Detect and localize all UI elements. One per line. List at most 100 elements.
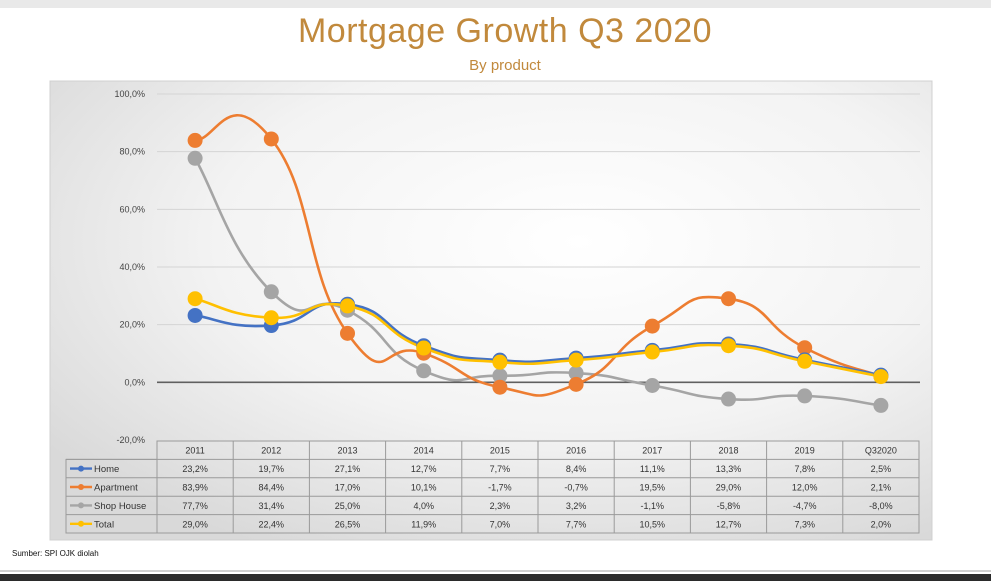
data-label: 29,0% bbox=[716, 483, 742, 493]
data-label: 31,4% bbox=[259, 501, 285, 511]
data-label: -1,1% bbox=[641, 501, 665, 511]
data-point-shop-house bbox=[873, 397, 889, 413]
data-point-total bbox=[797, 353, 813, 369]
legend-marker-apartment bbox=[78, 484, 84, 490]
x-category-label: 2013 bbox=[337, 446, 357, 456]
data-label: 83,9% bbox=[182, 483, 208, 493]
data-label: -4,7% bbox=[793, 501, 817, 511]
data-label: 12,0% bbox=[792, 483, 818, 493]
data-label: 2,5% bbox=[871, 464, 892, 474]
data-point-shop-house bbox=[492, 368, 508, 384]
chart-title: Mortgage Growth Q3 2020 bbox=[297, 12, 713, 50]
data-label: 19,7% bbox=[259, 464, 285, 474]
data-point-shop-house bbox=[644, 378, 660, 394]
data-label: 77,7% bbox=[182, 501, 208, 511]
data-point-total bbox=[568, 352, 584, 368]
y-tick-label: 20,0% bbox=[119, 320, 145, 330]
data-point-shop-house bbox=[721, 391, 736, 407]
data-label: 29,0% bbox=[182, 519, 208, 529]
data-point-total bbox=[416, 340, 432, 356]
data-label: -5,8% bbox=[717, 501, 741, 511]
data-label: 4,0% bbox=[413, 501, 434, 511]
bottom-line bbox=[0, 570, 991, 572]
data-point-apartment bbox=[340, 325, 355, 341]
data-label: 26,5% bbox=[335, 519, 361, 529]
x-category-label: 2018 bbox=[718, 446, 738, 456]
data-label: 8,4% bbox=[566, 464, 587, 474]
data-point-apartment bbox=[492, 379, 508, 395]
data-label: 13,3% bbox=[716, 464, 742, 474]
data-label: 27,1% bbox=[335, 464, 361, 474]
data-label: 12,7% bbox=[716, 519, 742, 529]
data-label: 7,7% bbox=[566, 519, 587, 529]
chart-subtitle: By product bbox=[469, 57, 541, 74]
data-label: 10,1% bbox=[411, 483, 437, 493]
data-label: 22,4% bbox=[259, 519, 285, 529]
y-tick-label: 0,0% bbox=[124, 377, 145, 387]
data-label: 23,2% bbox=[182, 464, 208, 474]
data-label: 7,7% bbox=[490, 464, 511, 474]
data-label: 2,1% bbox=[871, 483, 892, 493]
x-category-label: 2019 bbox=[795, 446, 815, 456]
y-tick-label: 100,0% bbox=[114, 89, 145, 99]
x-category-label: Q32020 bbox=[865, 446, 897, 456]
data-point-shop-house bbox=[797, 388, 813, 404]
data-label: 10,5% bbox=[640, 519, 666, 529]
series-markers bbox=[187, 131, 889, 413]
y-tick-label: 80,0% bbox=[119, 147, 145, 157]
data-point-apartment bbox=[187, 132, 203, 148]
x-category-label: 2011 bbox=[185, 446, 204, 456]
data-label: 12,7% bbox=[411, 464, 437, 474]
x-category-label: 2017 bbox=[642, 446, 662, 456]
series-line-total bbox=[193, 297, 883, 378]
data-point-total bbox=[340, 298, 355, 314]
data-point-apartment bbox=[797, 340, 813, 356]
data-label: 3,2% bbox=[566, 501, 587, 511]
y-tick-label: 40,0% bbox=[119, 262, 145, 272]
data-table: 2011 2012 2013 2014 2015 2016 2017 2018 2019 Q320… bbox=[65, 440, 920, 534]
y-axis-tick-labels: -20,0% 0,0% 20,0% 40,0% 60,0% 80,0% 100,0% bbox=[114, 89, 145, 445]
data-point-apartment bbox=[568, 376, 584, 392]
data-point-total bbox=[187, 291, 203, 307]
data-label: 11,9% bbox=[411, 519, 436, 529]
legend-label-shop-house: Shop House bbox=[94, 501, 146, 512]
legend-label-home: Home bbox=[94, 464, 119, 475]
data-label: -0,7% bbox=[564, 483, 588, 493]
data-label: 11,1% bbox=[640, 464, 665, 474]
x-category-label: 2016 bbox=[566, 446, 586, 456]
data-point-shop-house bbox=[263, 284, 279, 300]
data-label: 84,4% bbox=[259, 483, 285, 493]
data-point-total bbox=[644, 344, 660, 360]
x-category-label: 2014 bbox=[414, 446, 434, 456]
bottom-band bbox=[0, 574, 991, 581]
data-label: 2,3% bbox=[490, 501, 511, 511]
series-line-home bbox=[193, 302, 883, 377]
data-point-apartment bbox=[644, 318, 660, 334]
y-tick-label: 60,0% bbox=[119, 204, 145, 214]
data-point-shop-house bbox=[187, 150, 203, 166]
data-label: 25,0% bbox=[335, 501, 361, 511]
data-label: -8,0% bbox=[869, 501, 893, 511]
legend-marker-home bbox=[78, 465, 84, 472]
legend-label-apartment: Apartment bbox=[94, 483, 138, 494]
data-label: 2,0% bbox=[871, 519, 892, 529]
data-point-apartment bbox=[721, 291, 736, 307]
y-tick-label: -20,0% bbox=[116, 435, 145, 445]
data-label: 19,5% bbox=[640, 483, 666, 493]
x-category-label: 2015 bbox=[490, 446, 510, 456]
legend-marker-shop-house bbox=[78, 502, 84, 509]
data-point-apartment bbox=[263, 131, 279, 147]
data-label: -1,7% bbox=[488, 483, 512, 493]
data-point-shop-house bbox=[568, 365, 584, 381]
data-label: 7,0% bbox=[490, 519, 511, 529]
data-label: 17,0% bbox=[335, 483, 361, 493]
gridlines bbox=[157, 93, 920, 384]
data-point-shop-house bbox=[416, 363, 432, 379]
data-point-total bbox=[721, 338, 736, 354]
source-note: Sumber: SPI OJK diolah bbox=[12, 549, 99, 558]
data-label: 7,8% bbox=[794, 464, 815, 474]
data-point-total bbox=[492, 354, 508, 370]
data-point-total bbox=[873, 369, 889, 385]
data-label: 7,3% bbox=[794, 519, 815, 529]
